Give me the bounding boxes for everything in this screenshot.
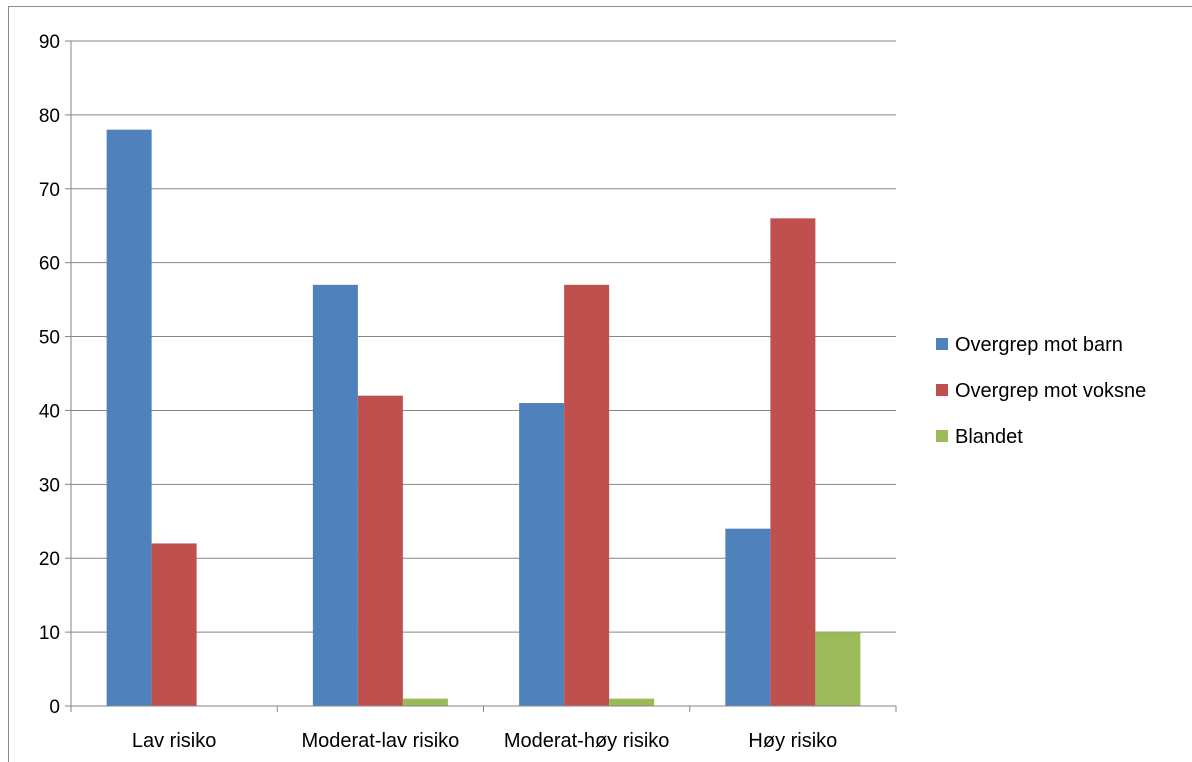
y-tick-label: 90 <box>39 32 60 53</box>
bar <box>725 528 771 706</box>
bars <box>106 129 861 707</box>
gridlines <box>71 40 896 633</box>
legend-label: Blandet <box>955 426 1023 448</box>
y-tick-label: 80 <box>39 106 60 127</box>
bar <box>815 632 861 706</box>
bar <box>151 543 197 706</box>
bar <box>357 395 403 706</box>
y-axis: 0 10 20 30 40 50 60 70 80 90 <box>39 32 72 718</box>
x-category-label: Moderat-høy risiko <box>504 730 670 752</box>
x-category-label: Høy risiko <box>748 730 837 752</box>
y-tick-label: 60 <box>39 254 60 275</box>
legend: Overgrep mot barn Overgrep mot voksne Blan… <box>936 334 1146 448</box>
y-tick-label: 20 <box>39 549 60 570</box>
legend-swatch <box>936 384 948 396</box>
bar <box>770 218 816 707</box>
y-tick-label: 70 <box>39 180 60 201</box>
x-category-label: Lav risiko <box>132 730 216 752</box>
x-category-label: Moderat-lav risiko <box>301 730 459 752</box>
y-tick-label: 40 <box>39 401 60 422</box>
y-tick-label: 0 <box>49 697 60 718</box>
y-tick-label: 10 <box>39 623 60 644</box>
bar <box>312 284 358 706</box>
bar <box>106 129 152 706</box>
bar <box>609 698 655 706</box>
chart-frame <box>8 6 1192 762</box>
bar <box>402 698 448 706</box>
x-axis: Lav risiko Moderat-lav risiko Moderat-høy … <box>70 705 897 752</box>
legend-label: Overgrep mot voksne <box>955 380 1146 402</box>
legend-label: Overgrep mot barn <box>955 334 1123 356</box>
bar <box>519 403 565 706</box>
legend-swatch <box>936 338 948 350</box>
bar <box>564 284 610 706</box>
y-tick-label: 30 <box>39 475 60 496</box>
y-tick-label: 50 <box>39 328 60 349</box>
legend-swatch <box>936 430 948 442</box>
